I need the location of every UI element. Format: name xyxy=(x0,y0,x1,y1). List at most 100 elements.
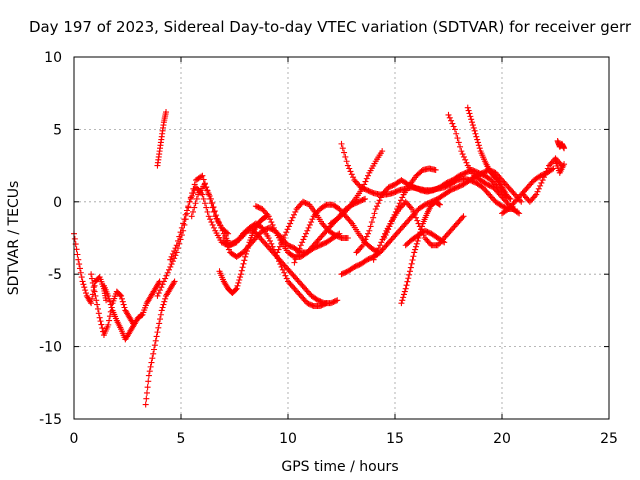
data-point xyxy=(304,288,311,295)
data-point xyxy=(366,255,373,262)
data-point xyxy=(503,191,510,198)
data-point xyxy=(168,261,175,268)
data-point xyxy=(73,246,80,253)
data-point xyxy=(301,199,308,206)
data-point xyxy=(161,298,168,305)
data-point xyxy=(450,224,457,231)
data-point xyxy=(392,188,399,195)
data-point xyxy=(379,246,386,253)
data-point xyxy=(157,316,164,323)
data-point xyxy=(314,297,321,304)
data-point xyxy=(299,198,306,205)
data-point xyxy=(99,325,106,332)
data-point xyxy=(208,219,215,226)
data-point xyxy=(476,145,483,152)
data-point xyxy=(231,240,238,247)
data-point xyxy=(388,236,395,243)
data-point xyxy=(186,198,193,205)
data-point xyxy=(121,304,128,311)
data-point xyxy=(500,203,507,210)
data-point xyxy=(468,116,475,123)
data-point xyxy=(362,236,369,243)
data-point xyxy=(263,210,270,217)
data-point xyxy=(462,156,469,163)
data-point xyxy=(381,188,388,195)
series-arc-21 xyxy=(402,227,448,249)
data-point xyxy=(289,214,296,221)
data-point xyxy=(310,242,317,249)
data-point xyxy=(106,295,113,302)
data-point xyxy=(443,232,450,239)
data-point xyxy=(106,317,113,324)
data-point xyxy=(297,242,304,249)
data-point xyxy=(282,232,289,239)
data-point xyxy=(304,300,311,307)
data-point xyxy=(313,210,320,217)
data-point xyxy=(404,278,411,285)
data-point xyxy=(339,211,346,218)
data-point xyxy=(392,232,399,239)
data-point xyxy=(172,245,179,252)
data-point xyxy=(474,169,481,176)
data-point xyxy=(336,206,343,213)
data-point xyxy=(391,189,398,196)
data-point xyxy=(414,217,421,224)
data-point xyxy=(495,190,502,197)
data-point xyxy=(363,175,370,182)
data-point xyxy=(457,172,464,179)
data-point xyxy=(498,193,505,200)
data-point xyxy=(434,185,441,192)
data-point xyxy=(390,182,397,189)
data-point xyxy=(88,300,95,307)
data-point xyxy=(400,223,407,230)
data-point xyxy=(473,133,480,140)
data-point xyxy=(148,359,155,366)
data-point xyxy=(391,211,398,218)
data-point xyxy=(322,202,329,209)
data-point xyxy=(263,242,270,249)
data-point xyxy=(282,272,289,279)
data-point xyxy=(466,110,473,117)
data-point xyxy=(386,223,393,230)
data-point xyxy=(191,204,198,211)
data-point xyxy=(542,171,549,178)
data-point xyxy=(322,239,329,246)
data-point xyxy=(405,217,412,224)
data-point xyxy=(291,259,298,266)
data-point xyxy=(265,213,272,220)
data-point xyxy=(397,197,404,204)
data-point xyxy=(509,188,516,195)
data-point xyxy=(334,233,341,240)
data-point xyxy=(480,172,487,179)
data-point xyxy=(469,119,476,126)
data-point xyxy=(448,117,455,124)
data-point xyxy=(344,162,351,169)
data-point xyxy=(432,166,439,173)
x-tick-label: 10 xyxy=(279,431,297,447)
data-point xyxy=(278,263,285,270)
data-point xyxy=(501,197,508,204)
data-point xyxy=(261,239,268,246)
data-point xyxy=(362,195,369,202)
data-point xyxy=(418,168,425,175)
data-point xyxy=(529,195,536,202)
data-point xyxy=(224,243,231,250)
data-point xyxy=(254,203,261,210)
data-point xyxy=(341,270,348,277)
data-point xyxy=(356,261,363,268)
data-point xyxy=(267,237,274,244)
data-point xyxy=(169,250,176,257)
data-point xyxy=(187,195,194,202)
data-point xyxy=(335,233,342,240)
data-point xyxy=(470,124,477,131)
data-point xyxy=(338,140,345,147)
data-point xyxy=(301,233,308,240)
data-point xyxy=(315,242,322,249)
data-point xyxy=(368,188,375,195)
data-point xyxy=(371,210,378,217)
data-point xyxy=(264,211,271,218)
data-point xyxy=(268,240,275,247)
data-point xyxy=(241,257,248,264)
data-point xyxy=(460,170,467,177)
data-point xyxy=(117,292,124,299)
